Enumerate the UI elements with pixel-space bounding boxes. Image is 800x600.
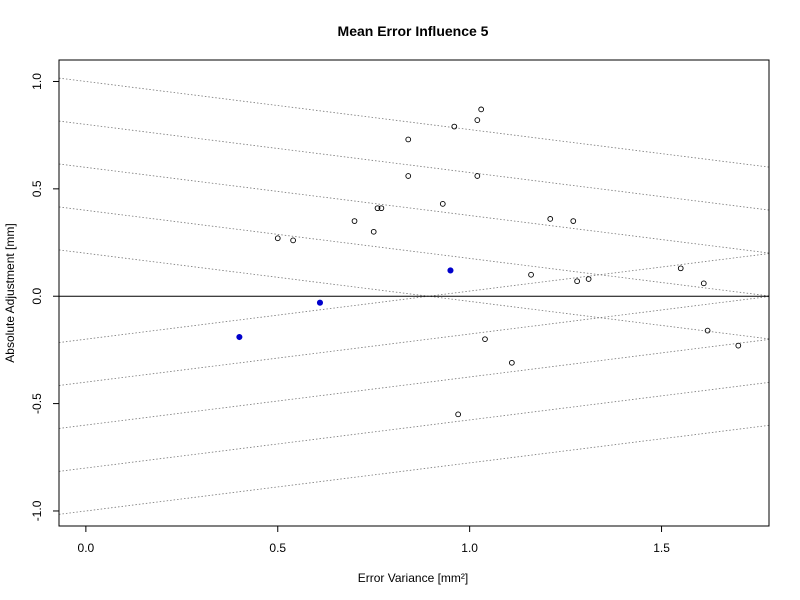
reference-line-upper [59, 120, 769, 211]
data-point [378, 205, 385, 212]
data-point [509, 359, 515, 366]
reference-line-lower [59, 339, 769, 429]
chart-title: Mean Error Influence 5 [338, 23, 489, 39]
data-point [528, 271, 534, 278]
data-point [274, 235, 281, 242]
data-point [474, 173, 481, 179]
plot-frame [58, 59, 770, 527]
data-point [547, 216, 554, 222]
x-axis: 0.0 0.5 1.0 1.5 [78, 526, 670, 555]
data-point [351, 218, 358, 224]
data-point [704, 327, 711, 334]
data-point-highlight [447, 267, 454, 274]
reference-line-lower [59, 296, 769, 386]
reference-lines [59, 77, 769, 515]
data-point [482, 336, 488, 343]
data-point [290, 237, 296, 244]
data-points [236, 106, 742, 418]
reference-line-upper [59, 206, 769, 297]
reference-line-upper [59, 249, 769, 340]
data-point [474, 117, 481, 123]
data-point [405, 136, 412, 143]
data-point [585, 276, 592, 282]
data-point [370, 228, 377, 235]
data-point [439, 201, 446, 207]
y-tick-label: 0.5 [30, 180, 44, 197]
data-point-highlight [316, 299, 324, 306]
data-point [455, 411, 461, 418]
data-point [700, 280, 707, 287]
data-point-highlight [236, 333, 243, 341]
x-tick-label: 1.0 [461, 541, 478, 555]
reference-line-lower [59, 253, 769, 343]
x-tick-label: 0.0 [78, 541, 95, 555]
x-tick-label: 1.5 [653, 541, 670, 555]
y-tick-label: -0.5 [30, 393, 44, 414]
data-point [451, 123, 458, 130]
y-axis: -1.0 -0.5 0.0 0.5 1.0 [30, 73, 59, 521]
data-point [405, 173, 412, 179]
x-tick-label: 0.5 [269, 541, 286, 555]
y-tick-label: -1.0 [30, 500, 44, 521]
data-point [574, 278, 580, 285]
data-point [478, 106, 485, 113]
data-point [735, 342, 742, 349]
reference-line-upper [59, 163, 769, 254]
reference-line-upper [59, 77, 769, 168]
y-axis-label: Absolute Adjustment [mm] [3, 223, 17, 362]
y-tick-label: 0.0 [30, 288, 44, 305]
data-point [677, 265, 684, 272]
data-point [374, 205, 381, 212]
reference-line-lower [59, 381, 769, 472]
data-point [570, 218, 577, 224]
reference-line-lower [59, 424, 769, 515]
x-axis-label: Error Variance [mm²] [358, 571, 468, 585]
y-tick-label: 1.0 [30, 73, 44, 90]
